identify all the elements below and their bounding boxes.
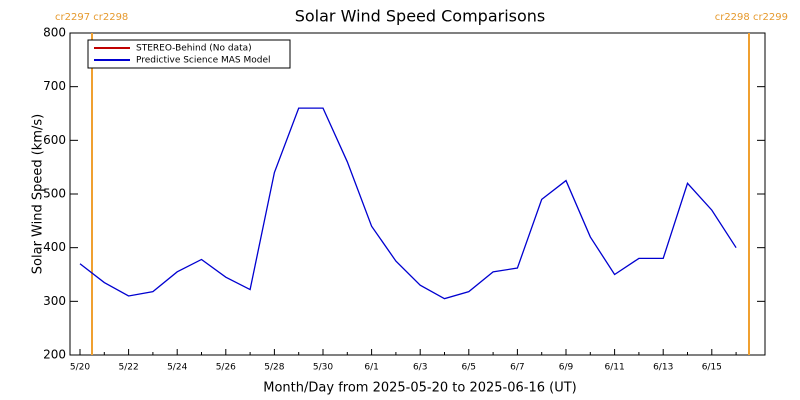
- x-tick-label: 6/7: [510, 363, 524, 373]
- x-tick-label: 6/9: [559, 363, 574, 373]
- y-tick-label: 300: [43, 294, 66, 308]
- rotation-annotation: cr2297 cr2298: [55, 12, 128, 23]
- y-tick-label: 700: [43, 79, 66, 93]
- y-tick-label: 400: [43, 240, 66, 254]
- legend-label: STEREO-Behind (No data): [136, 44, 252, 54]
- y-tick-label: 200: [43, 348, 66, 362]
- x-tick-label: 5/24: [167, 363, 187, 373]
- x-tick-label: 5/30: [313, 363, 333, 373]
- plot-frame: [69, 32, 766, 356]
- x-tick-label: 6/1: [364, 363, 378, 373]
- legend-label: Predictive Science MAS Model: [136, 56, 271, 66]
- x-tick-label: 6/11: [604, 363, 624, 373]
- y-tick-label: 600: [43, 133, 66, 147]
- y-axis-label: Solar Wind Speed (km/s): [31, 114, 46, 274]
- x-axis-label: Month/Day from 2025-05-20 to 2025-06-16 …: [263, 381, 576, 396]
- legend: [87, 39, 291, 69]
- x-tick-label: 5/22: [118, 363, 138, 373]
- x-tick-label: 5/20: [70, 363, 90, 373]
- x-tick-label: 6/5: [462, 363, 476, 373]
- chart-title: Solar Wind Speed Comparisons: [295, 7, 546, 26]
- y-tick-label: 800: [43, 26, 66, 40]
- x-tick-label: 6/13: [653, 363, 673, 373]
- series-line: [79, 107, 737, 300]
- x-tick-label: 6/3: [413, 363, 427, 373]
- x-tick-label: 5/26: [216, 363, 236, 373]
- x-tick-label: 6/15: [702, 363, 722, 373]
- x-tick-label: 5/28: [264, 363, 284, 373]
- y-tick-label: 500: [43, 187, 66, 201]
- rotation-annotation: cr2298 cr2299: [715, 12, 788, 23]
